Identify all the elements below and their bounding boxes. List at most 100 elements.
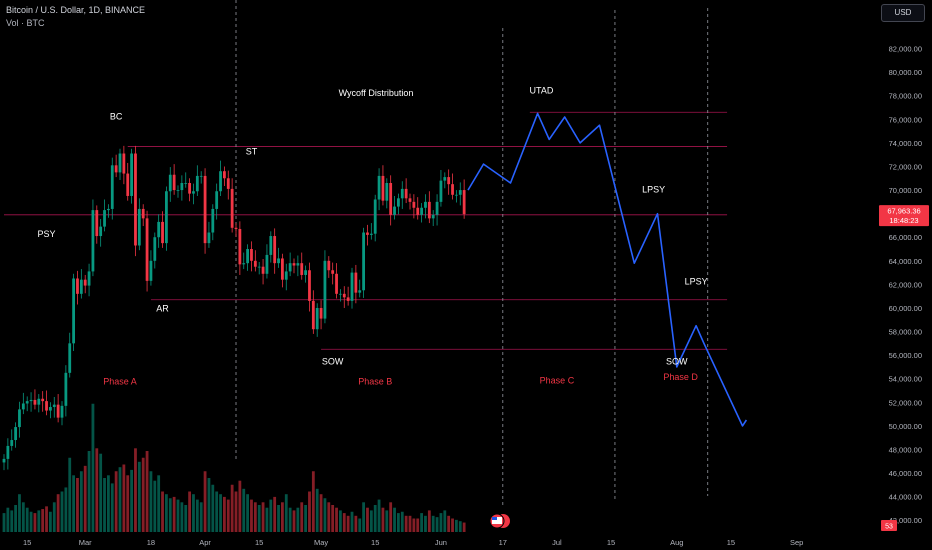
candle-body	[149, 260, 153, 281]
volume-bar	[455, 519, 458, 532]
volume-bar	[76, 478, 79, 532]
volume-bar	[2, 513, 6, 532]
volume-bar	[311, 471, 315, 532]
volume-bar	[172, 496, 176, 532]
time-tick-label: 15	[23, 538, 31, 547]
phase-label: Phase A	[103, 377, 137, 387]
candle-body	[331, 270, 335, 274]
wyckoff-label: BC	[110, 111, 123, 121]
volume-bar	[377, 499, 381, 532]
volume-bar	[137, 461, 141, 532]
candle-body	[362, 232, 365, 291]
volume-bar	[95, 448, 99, 532]
symbol-title: Bitcoin / U.S. Dollar, 1D, BINANCE	[6, 5, 146, 15]
candlesticks	[2, 145, 466, 471]
volume-bar	[184, 505, 188, 532]
volume-bar	[424, 515, 427, 532]
candle-body	[397, 198, 400, 207]
time-axis[interactable]: 15 Mar 18 Apr 15 May 15 Jun 17 Jul 15 Aug 15 Sep	[23, 538, 803, 547]
candle-body	[18, 409, 21, 428]
candle-body	[126, 173, 130, 196]
candle-body	[427, 201, 431, 219]
volume-bar	[362, 502, 365, 532]
volume-bar	[215, 491, 219, 532]
volume-bar	[439, 513, 443, 532]
volume-bar	[400, 511, 404, 532]
candle-body	[141, 208, 145, 219]
candle-body	[296, 263, 300, 266]
volume-bar	[284, 494, 288, 532]
volume-bar	[141, 457, 145, 532]
volume-bar	[315, 488, 319, 532]
price-tick-label: 78,000.00	[889, 92, 922, 101]
volume-bar	[192, 494, 195, 532]
candle-body	[327, 260, 331, 271]
volume-bar	[49, 511, 52, 532]
volume-bar	[18, 494, 21, 532]
candle-body	[447, 177, 451, 185]
volume-bar	[319, 494, 323, 532]
volume-bar	[253, 502, 257, 532]
candle-body	[300, 263, 304, 275]
candle-body	[195, 175, 199, 192]
price-tick-label: 48,000.00	[889, 445, 922, 454]
candle-body	[377, 175, 381, 200]
candle-body	[277, 258, 280, 264]
candle-body	[373, 199, 377, 234]
volume-bar	[242, 488, 246, 532]
candle-body	[134, 153, 137, 246]
candle-body	[203, 175, 207, 244]
volume-bar	[327, 502, 331, 532]
volume-bar	[277, 505, 280, 532]
candle-body	[458, 190, 462, 195]
currency-button[interactable]: USD	[881, 4, 925, 22]
candle-body	[137, 208, 141, 246]
volume-bar	[145, 451, 149, 532]
phase-dividers	[235, 0, 709, 508]
volume-bar	[304, 505, 307, 532]
candle-body	[172, 174, 176, 191]
volume-bar	[126, 475, 130, 532]
time-tick-label: 18	[147, 538, 155, 547]
candle-body	[462, 190, 466, 215]
candle-body	[72, 278, 75, 344]
candle-body	[41, 398, 45, 402]
price-axis[interactable]: 42,000.00 44,000.00 46,000.00 48,000.00 50,0…	[889, 45, 922, 526]
volume-bar	[153, 480, 157, 532]
candle-body	[408, 198, 412, 202]
candle-body	[250, 249, 253, 261]
price-tick-label: 70,000.00	[889, 186, 922, 195]
candle-body	[253, 260, 257, 267]
candle-body	[335, 273, 338, 294]
volume-badge: 53	[881, 520, 897, 531]
price-tag-price: 67,963.36	[887, 207, 920, 216]
volume-bar	[250, 499, 253, 532]
time-tick-label: Jul	[552, 538, 562, 547]
candle-body	[284, 271, 288, 280]
volume-bar	[203, 471, 207, 532]
candle-body	[346, 297, 350, 301]
event-flag-icon[interactable]	[489, 513, 510, 529]
candle-body	[424, 201, 427, 208]
candle-body	[308, 270, 311, 301]
volume-bar	[103, 478, 106, 532]
candle-body	[60, 405, 64, 418]
candle-body	[311, 300, 315, 330]
phase-label: Phase C	[540, 375, 575, 385]
volume-bar	[257, 505, 261, 532]
candle-body	[385, 183, 389, 201]
wyckoff-label: AR	[156, 304, 169, 314]
candle-body	[323, 260, 327, 319]
candle-body	[215, 191, 219, 209]
candle-body	[33, 399, 37, 405]
candle-body	[269, 236, 273, 255]
volume-bar	[180, 502, 184, 532]
volume-bar	[288, 507, 292, 532]
volume-bar	[269, 499, 273, 532]
candle-body	[223, 171, 226, 179]
volume-bar	[41, 509, 45, 532]
candle-body	[230, 188, 234, 228]
candle-body	[180, 183, 184, 191]
price-tick-label: 76,000.00	[889, 115, 922, 124]
